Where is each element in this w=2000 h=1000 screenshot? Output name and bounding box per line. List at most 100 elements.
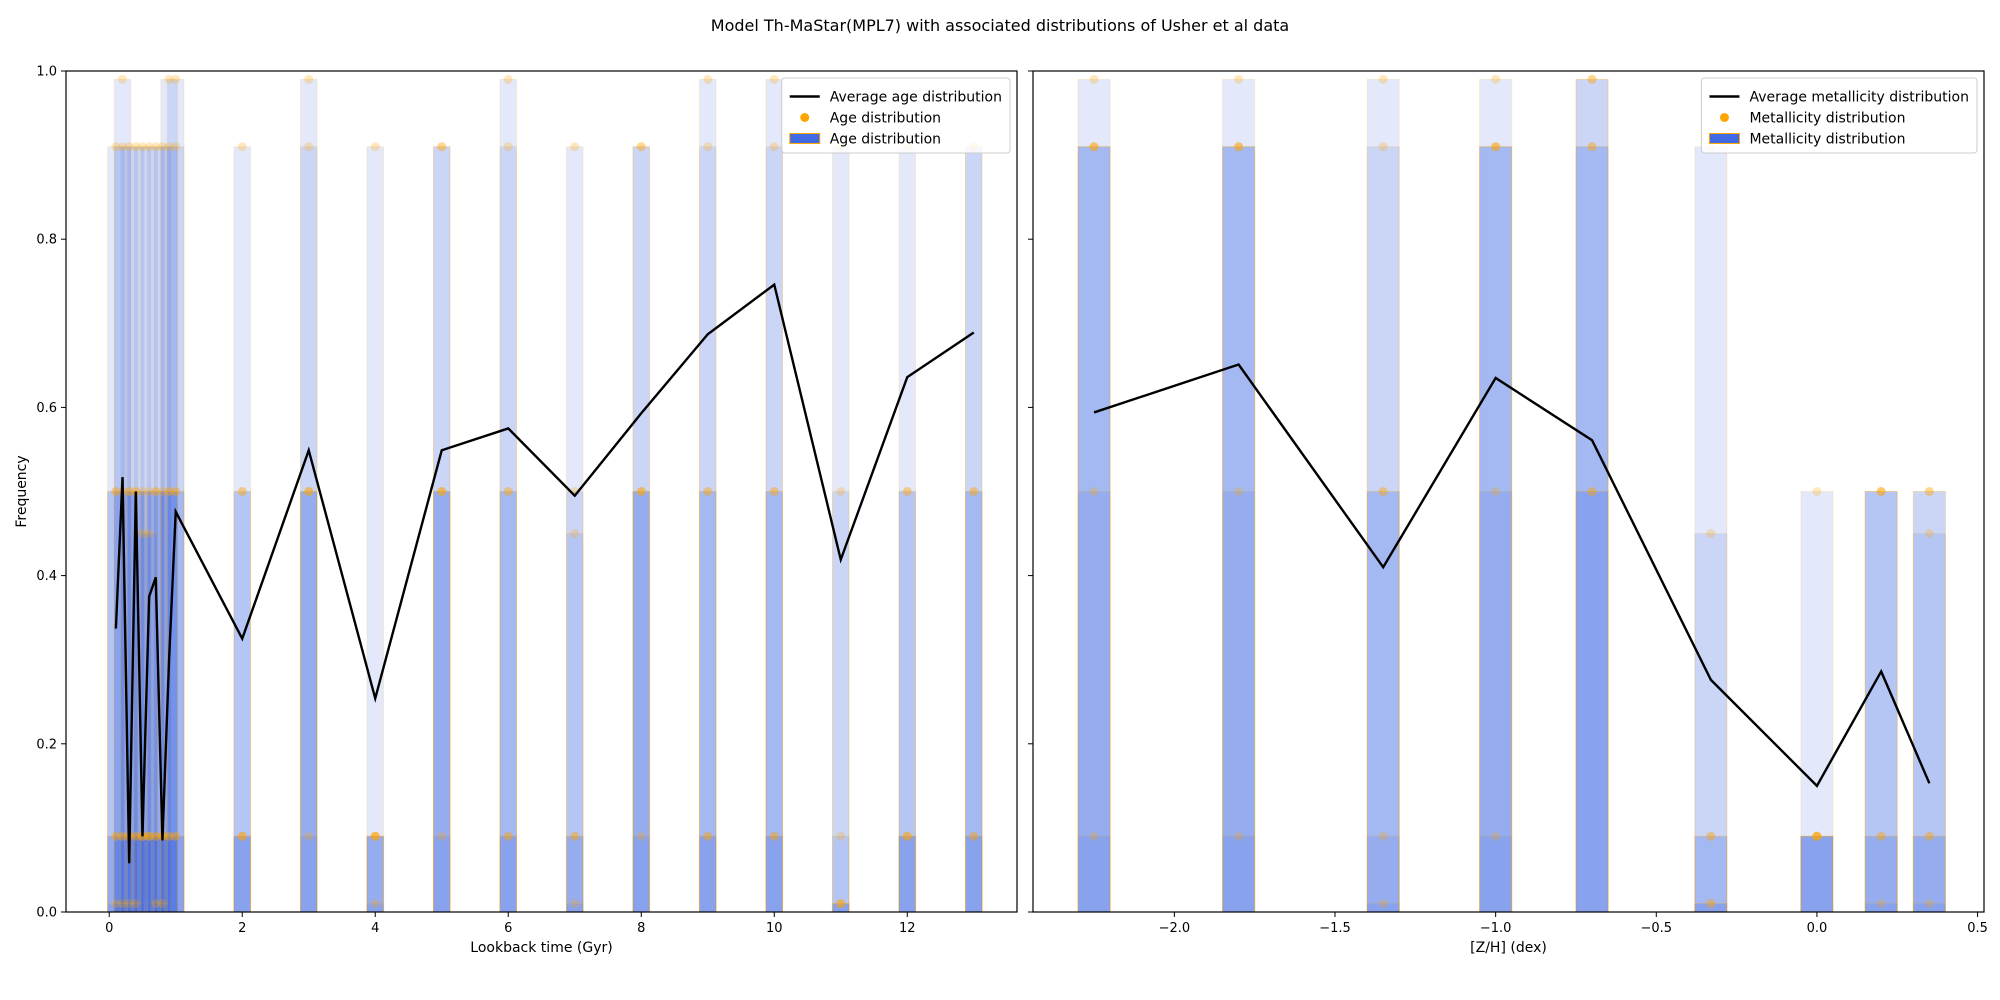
bar (366, 146, 385, 913)
data-point (237, 142, 247, 152)
data-point (118, 899, 128, 909)
data-point (1876, 831, 1886, 841)
data-point (1378, 487, 1388, 496)
metallicity-plot-frame (1032, 70, 1985, 913)
data-point (144, 831, 154, 841)
data-point (118, 831, 128, 841)
data-point (118, 142, 128, 152)
data-point (137, 142, 147, 152)
data-point (370, 142, 380, 152)
data-point (131, 831, 141, 841)
data-point (151, 142, 161, 152)
bar (698, 835, 717, 913)
data-point (1812, 831, 1822, 841)
data-point (836, 487, 846, 496)
data-point (437, 487, 447, 496)
data-point (437, 142, 447, 152)
data-point (151, 487, 161, 496)
data-point (636, 142, 646, 152)
x-tick-label: 4 (371, 921, 379, 936)
data-point (769, 74, 779, 84)
data-point (703, 487, 713, 496)
data-point (370, 899, 380, 909)
data-point (1706, 831, 1716, 841)
data-point (131, 142, 141, 152)
data-point (1491, 74, 1501, 84)
y-tick-label: 0.0 (36, 906, 57, 921)
data-point (769, 487, 779, 496)
bar (1077, 835, 1111, 913)
data-point (111, 487, 121, 496)
data-point (769, 831, 779, 841)
bar (1800, 835, 1834, 913)
legend-entry-bars: Metallicity distribution (1749, 132, 1905, 148)
bar (432, 491, 451, 913)
data-point (164, 831, 174, 841)
bar (1694, 146, 1728, 913)
data-point (370, 831, 380, 841)
data-point (111, 831, 121, 841)
data-point (1876, 487, 1886, 496)
bar (1800, 835, 1834, 913)
data-point (164, 831, 174, 841)
data-point (969, 831, 979, 841)
bar (1077, 146, 1111, 913)
data-point (1587, 487, 1597, 496)
data-point (1587, 74, 1597, 84)
data-point (1089, 74, 1099, 84)
bar (1479, 146, 1513, 913)
bar (1800, 835, 1834, 913)
data-point (118, 831, 128, 841)
data-point (111, 899, 121, 909)
data-point (1706, 899, 1716, 909)
bar (1222, 835, 1256, 913)
data-point (570, 831, 580, 841)
age-x-axis-label: Lookback time (Gyr) (470, 940, 612, 956)
age-panel: 0 2 4 6 8 10 12 0.0 0.2 0.4 0.6 0.8 1.0 Lookback ti… (14, 65, 1018, 956)
bar (1912, 491, 1946, 913)
x-tick-label: −0.5 (1641, 921, 1673, 936)
data-point (703, 487, 713, 496)
data-point (304, 831, 314, 841)
data-point (1924, 831, 1934, 841)
x-tick-label: −1.5 (1319, 921, 1351, 936)
bar (632, 835, 651, 913)
bar (1912, 835, 1946, 913)
data-point (304, 487, 314, 496)
y-tick-label: 0.2 (36, 737, 57, 752)
data-point (1234, 142, 1244, 152)
bar (1575, 491, 1609, 913)
data-point (137, 529, 147, 539)
data-point (1706, 899, 1716, 909)
average-line (1093, 363, 1931, 788)
data-point (124, 487, 134, 496)
data-point (1089, 142, 1099, 152)
data-point (144, 142, 154, 152)
data-point (1234, 74, 1244, 84)
data-point (503, 831, 513, 841)
bar (1912, 835, 1946, 913)
data-point (636, 831, 646, 841)
age-plot-frame (65, 70, 1018, 913)
bar (1366, 835, 1400, 913)
data-point (171, 74, 181, 84)
data-point (1924, 487, 1934, 496)
data-point (164, 487, 174, 496)
data-point (370, 831, 380, 841)
data-point (157, 487, 167, 496)
data-point (1089, 142, 1099, 152)
data-point (131, 831, 141, 841)
metallicity-legend: Average metallicity distribution Metalli… (1700, 77, 1978, 154)
y-tick-label: 1.0 (36, 65, 57, 80)
legend-entry-markers: Age distribution (830, 111, 941, 127)
data-point (144, 487, 154, 496)
data-point (144, 831, 154, 841)
data-point (1924, 487, 1934, 496)
data-point (164, 142, 174, 152)
y-tick-label: 0.8 (36, 233, 57, 248)
x-tick-label: −1.0 (1480, 921, 1512, 936)
data-point (570, 142, 580, 152)
data-point (111, 487, 121, 496)
data-point (703, 831, 713, 841)
